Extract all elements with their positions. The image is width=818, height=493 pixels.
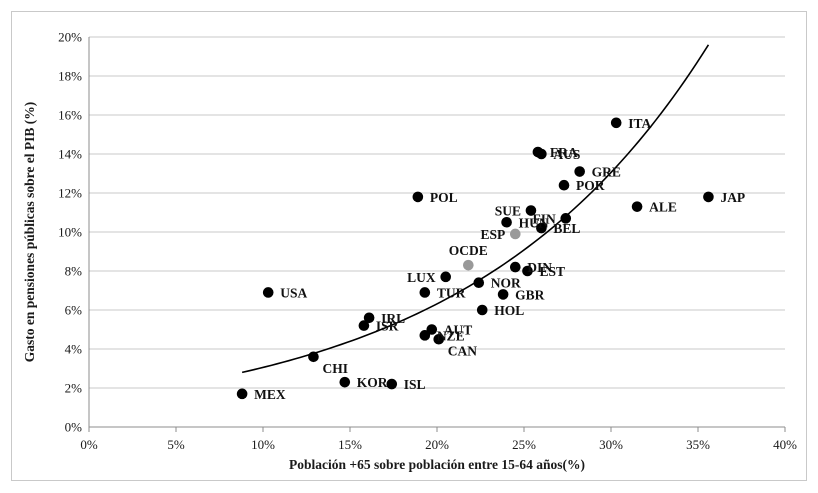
point-label-din: DIN — [527, 260, 552, 275]
y-axis-title: Gasto en pensiones públicas sobre el PIB… — [22, 102, 37, 362]
point-label-chi: CHI — [322, 361, 348, 376]
y-tick-label: 14% — [58, 147, 82, 162]
data-point-gre — [574, 166, 585, 177]
point-label-isl: ISL — [404, 377, 426, 392]
point-label-nor: NOR — [491, 276, 521, 291]
point-label-can: CAN — [448, 343, 477, 358]
data-point-usa — [262, 287, 274, 298]
point-label-irl: IRL — [381, 311, 405, 326]
data-point-est — [522, 265, 533, 277]
point-label-fin: FIN — [533, 211, 557, 226]
data-point-por — [558, 179, 570, 191]
point-label-jap: JAP — [720, 190, 745, 205]
x-tick-label: 30% — [599, 437, 623, 452]
point-label-fra: FRA — [550, 145, 578, 160]
point-label-gbr: GBR — [515, 287, 545, 302]
point-label-usa: USA — [280, 285, 307, 300]
y-tick-label: 8% — [65, 264, 83, 279]
point-label-aut: AUT — [444, 323, 473, 338]
data-point-ale — [631, 201, 643, 212]
point-label-pol: POL — [430, 190, 458, 205]
x-tick-label: 35% — [686, 437, 710, 452]
point-label-hol: HOL — [494, 303, 524, 318]
y-tick-label: 4% — [65, 342, 83, 357]
data-point-esp — [510, 228, 521, 240]
data-point-sue — [525, 205, 537, 216]
data-point-chi — [308, 351, 319, 363]
data-point-tur — [419, 287, 431, 298]
chart-frame: MEX KOR ISL CHI USA IRL ISR NZE AUT CAN TUR LUX OCDE… — [11, 11, 807, 481]
y-tick-label: 2% — [65, 381, 83, 396]
data-point-din — [510, 261, 521, 273]
axes — [88, 37, 786, 432]
point-label-bel: BEL — [553, 221, 580, 236]
data-point-isl — [386, 378, 398, 390]
point-label-isr: ISR — [376, 319, 399, 334]
data-point-hun — [501, 216, 512, 228]
x-tick-label: 20% — [425, 437, 449, 452]
y-tick-label: 6% — [65, 303, 83, 318]
point-label-sue: SUE — [495, 204, 521, 219]
data-point-irl — [363, 312, 375, 324]
x-axis-title: Población +65 sobre población entre 15-6… — [289, 457, 585, 472]
point-label-esp: ESP — [481, 227, 506, 242]
y-tick-label: 12% — [58, 186, 82, 201]
data-point-mex — [236, 388, 248, 400]
data-point-gbr — [497, 289, 509, 300]
point-label-kor: KOR — [357, 375, 388, 390]
point-label-gre: GRE — [592, 165, 621, 180]
y-tick-label: 18% — [58, 69, 82, 84]
y-tick-label: 0% — [65, 420, 83, 435]
gridlines — [89, 36, 785, 389]
data-point-pol — [412, 191, 424, 203]
data-point-nor — [473, 277, 485, 289]
data-point-nze — [419, 330, 431, 341]
data-point-can — [433, 333, 445, 345]
data-point-fin — [560, 213, 572, 224]
data-point-jap — [703, 191, 714, 203]
data-point-ocde — [463, 259, 474, 271]
data-point-aus — [536, 148, 547, 160]
x-tick-label: 25% — [512, 437, 536, 452]
x-tick-label: 15% — [338, 437, 362, 452]
point-label-lux: LUX — [407, 270, 436, 285]
data-point-aut — [426, 324, 438, 335]
point-label-aus: AUS — [553, 147, 580, 162]
data-point-hol — [476, 304, 488, 316]
data-point-ita — [610, 117, 622, 129]
x-tick-label: 40% — [773, 437, 797, 452]
point-label-por: POR — [576, 178, 605, 193]
y-tick-label: 16% — [58, 108, 82, 123]
x-tick-label: 0% — [80, 437, 98, 452]
y-tick-label: 10% — [58, 225, 82, 240]
point-label-hun: HUN — [519, 215, 549, 230]
point-label-mex: MEX — [254, 387, 286, 402]
data-point-lux — [440, 271, 452, 283]
point-label-est: EST — [539, 264, 565, 279]
point-label-ocde: OCDE — [449, 243, 488, 258]
data-point-bel — [536, 222, 547, 234]
x-tick-label: 10% — [251, 437, 275, 452]
point-label-nze: NZE — [437, 328, 465, 343]
x-tick-label: 5% — [167, 437, 185, 452]
data-point-isr — [358, 320, 370, 331]
tick-labels: 0% 2% 4% 6% 8% 10% 12% 14% 16% 18% 20% 0% 5% 10% 15% 20… — [58, 30, 797, 453]
data-point-kor — [339, 376, 351, 388]
y-tick-label: 20% — [58, 30, 82, 45]
point-label-tur: TUR — [437, 285, 466, 300]
data-points — [236, 117, 714, 400]
point-label-ale: ALE — [649, 200, 677, 215]
point-label-ita: ITA — [628, 116, 651, 131]
